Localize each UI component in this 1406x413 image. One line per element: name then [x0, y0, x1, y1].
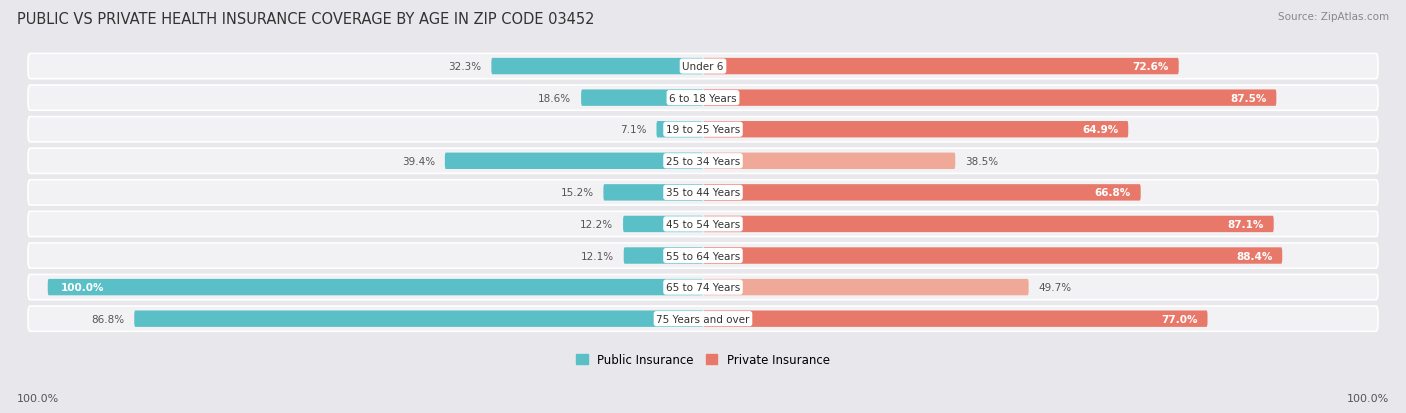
Text: 86.8%: 86.8% [91, 314, 124, 324]
Text: Under 6: Under 6 [682, 62, 724, 72]
FancyBboxPatch shape [134, 311, 703, 327]
FancyBboxPatch shape [28, 243, 1378, 268]
FancyBboxPatch shape [703, 185, 1140, 201]
FancyBboxPatch shape [703, 59, 1178, 75]
FancyBboxPatch shape [48, 279, 703, 296]
FancyBboxPatch shape [444, 153, 703, 170]
Text: 77.0%: 77.0% [1161, 314, 1198, 324]
Text: 65 to 74 Years: 65 to 74 Years [666, 282, 740, 292]
FancyBboxPatch shape [657, 122, 703, 138]
Text: 12.1%: 12.1% [581, 251, 614, 261]
FancyBboxPatch shape [703, 216, 1274, 233]
Text: 87.5%: 87.5% [1230, 93, 1267, 103]
Text: 18.6%: 18.6% [538, 93, 571, 103]
FancyBboxPatch shape [581, 90, 703, 107]
Text: 38.5%: 38.5% [965, 157, 998, 166]
Text: Source: ZipAtlas.com: Source: ZipAtlas.com [1278, 12, 1389, 22]
FancyBboxPatch shape [28, 306, 1378, 332]
Text: 64.9%: 64.9% [1083, 125, 1118, 135]
FancyBboxPatch shape [28, 275, 1378, 300]
Text: 72.6%: 72.6% [1132, 62, 1168, 72]
Text: 75 Years and over: 75 Years and over [657, 314, 749, 324]
Text: 88.4%: 88.4% [1236, 251, 1272, 261]
FancyBboxPatch shape [703, 248, 1282, 264]
Text: 87.1%: 87.1% [1227, 219, 1264, 229]
Text: 7.1%: 7.1% [620, 125, 647, 135]
FancyBboxPatch shape [28, 86, 1378, 111]
FancyBboxPatch shape [703, 122, 1128, 138]
Text: 39.4%: 39.4% [402, 157, 434, 166]
Legend: Public Insurance, Private Insurance: Public Insurance, Private Insurance [572, 349, 834, 370]
FancyBboxPatch shape [28, 54, 1378, 80]
FancyBboxPatch shape [28, 212, 1378, 237]
Text: 100.0%: 100.0% [17, 393, 59, 403]
FancyBboxPatch shape [703, 153, 955, 170]
Text: 66.8%: 66.8% [1095, 188, 1130, 198]
FancyBboxPatch shape [703, 279, 1029, 296]
FancyBboxPatch shape [603, 185, 703, 201]
Text: PUBLIC VS PRIVATE HEALTH INSURANCE COVERAGE BY AGE IN ZIP CODE 03452: PUBLIC VS PRIVATE HEALTH INSURANCE COVER… [17, 12, 595, 27]
FancyBboxPatch shape [703, 90, 1277, 107]
Text: 55 to 64 Years: 55 to 64 Years [666, 251, 740, 261]
Text: 15.2%: 15.2% [561, 188, 593, 198]
Text: 100.0%: 100.0% [1347, 393, 1389, 403]
FancyBboxPatch shape [623, 216, 703, 233]
Text: 100.0%: 100.0% [60, 282, 104, 292]
FancyBboxPatch shape [624, 248, 703, 264]
Text: 6 to 18 Years: 6 to 18 Years [669, 93, 737, 103]
Text: 32.3%: 32.3% [449, 62, 481, 72]
Text: 12.2%: 12.2% [581, 219, 613, 229]
Text: 49.7%: 49.7% [1039, 282, 1071, 292]
FancyBboxPatch shape [28, 117, 1378, 142]
Text: 35 to 44 Years: 35 to 44 Years [666, 188, 740, 198]
FancyBboxPatch shape [28, 180, 1378, 206]
Text: 19 to 25 Years: 19 to 25 Years [666, 125, 740, 135]
Text: 45 to 54 Years: 45 to 54 Years [666, 219, 740, 229]
Text: 25 to 34 Years: 25 to 34 Years [666, 157, 740, 166]
FancyBboxPatch shape [28, 149, 1378, 174]
FancyBboxPatch shape [703, 311, 1208, 327]
FancyBboxPatch shape [491, 59, 703, 75]
